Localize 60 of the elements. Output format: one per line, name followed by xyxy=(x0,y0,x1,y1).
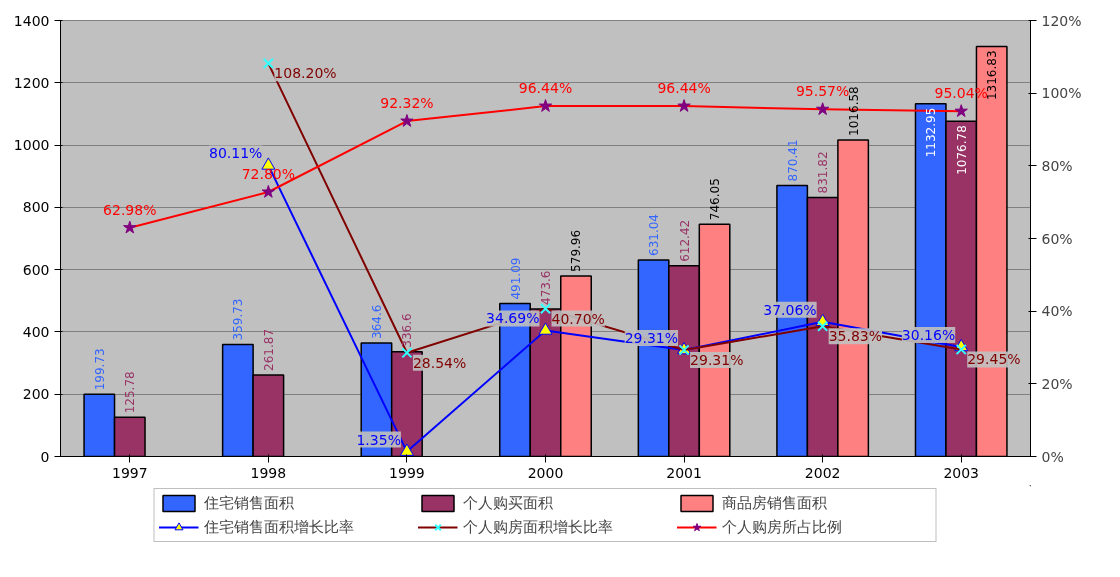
y2-tick-label: 80% xyxy=(1041,157,1073,174)
data-label: 579.96 xyxy=(569,229,584,272)
data-label: 35.83% xyxy=(828,328,883,345)
legend-label: 住宅销售面积增长比率 xyxy=(203,517,355,537)
x-tick-label: 1998 xyxy=(250,464,287,481)
data-label: 473.6 xyxy=(539,270,553,306)
y-tick-label: 1400 xyxy=(13,12,50,29)
data-label: 29.31% xyxy=(690,352,744,369)
y2-tick-label: 0% xyxy=(1041,448,1064,465)
y-tick-label: 1200 xyxy=(13,74,50,91)
data-label: 364.6 xyxy=(369,304,384,339)
legend-label: 个人购房面积增长比率 xyxy=(462,517,614,537)
data-label: 30.16% xyxy=(901,326,956,343)
x-tick-label: 1999 xyxy=(389,464,425,481)
y2-tick-label: 100% xyxy=(1041,85,1082,102)
data-label: 612.42 xyxy=(677,219,692,262)
y-tick-label: 1000 xyxy=(13,137,50,154)
y-tick-label: 0 xyxy=(40,448,50,465)
data-label: 96.44% xyxy=(657,80,711,97)
data-label: 40.70% xyxy=(551,310,605,327)
legend-label: 个人购买面积 xyxy=(462,493,554,513)
legend-label: 住宅销售面积 xyxy=(203,493,295,513)
data-label: 336.6 xyxy=(400,313,415,348)
x-tick-label: 1997 xyxy=(111,464,148,481)
data-label: 359.73 xyxy=(231,298,246,341)
data-label: 28.54% xyxy=(412,354,467,371)
data-label: 29.45% xyxy=(967,351,1021,368)
data-label: 491.09 xyxy=(508,257,523,300)
y-tick-label: 600 xyxy=(22,261,50,278)
x-tick-label: 2003 xyxy=(943,464,980,481)
x-tick-label: 2000 xyxy=(527,464,564,481)
legend-label: 个人购房所占比例 xyxy=(721,517,843,537)
data-label: 870.41 xyxy=(785,139,800,182)
x-tick-label: 2002 xyxy=(804,464,841,481)
data-label: 34.69% xyxy=(486,310,540,327)
y-tick-label: 200 xyxy=(22,386,50,403)
y2-tick-label: 20% xyxy=(1041,375,1073,392)
data-label: 746.05 xyxy=(708,178,723,221)
legend-label: 商品房销售面积 xyxy=(721,493,828,513)
data-label: 29.31% xyxy=(624,330,679,347)
data-label: 831.82 xyxy=(816,151,831,194)
data-label: 1.35% xyxy=(356,431,401,448)
data-label: 37.06% xyxy=(763,301,817,318)
data-label: 62.98% xyxy=(103,201,157,218)
y2-tick-label: 60% xyxy=(1041,230,1073,247)
data-label: 261.87 xyxy=(261,328,276,371)
data-label: 1076.78 xyxy=(954,125,969,175)
data-label: 80.11% xyxy=(208,145,263,162)
x-tick-label: 2001 xyxy=(666,464,702,481)
data-label: 125.78 xyxy=(123,371,138,414)
y2-tick-label: 40% xyxy=(1041,303,1073,320)
data-label: 631.04 xyxy=(647,213,662,256)
data-label: 92.32% xyxy=(380,95,434,112)
data-label: 108.20% xyxy=(274,65,337,82)
data-label: 199.73 xyxy=(92,348,107,391)
data-label: 96.44% xyxy=(518,80,573,97)
y2-tick-label: 120% xyxy=(1041,12,1082,29)
y-tick-label: 800 xyxy=(22,199,50,216)
data-label: 1132.95 xyxy=(924,107,939,158)
y-tick-label: 400 xyxy=(22,323,50,340)
